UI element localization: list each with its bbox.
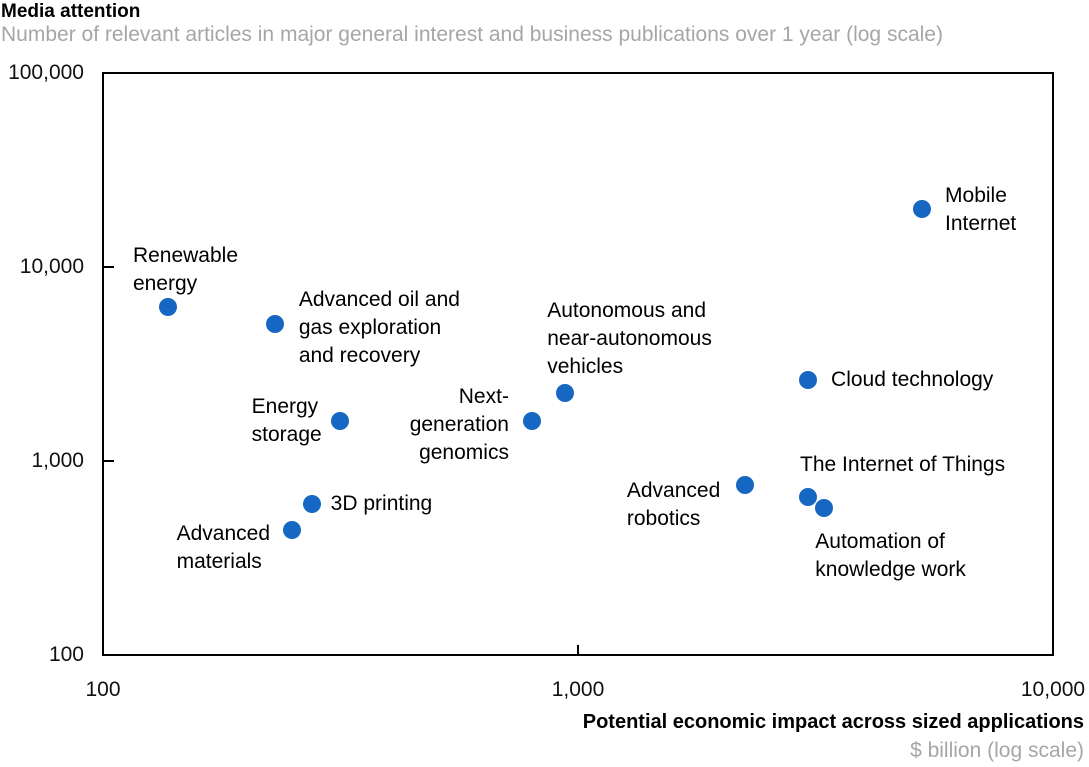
chart-subtitle: Number of relevant articles in major gen…: [1, 23, 943, 46]
data-point-label-automation-of-knowledge-work: Automation of knowledge work: [815, 528, 966, 584]
data-point-energy-storage: [330, 412, 349, 431]
data-point-label-renewable-energy: Renewable energy: [133, 242, 238, 298]
label-line: genomics: [419, 441, 509, 465]
data-point-the-internet-of-things: [799, 488, 818, 507]
label-line: and recovery: [298, 343, 421, 367]
x-tick-label: 100: [85, 678, 121, 701]
label-line: Advanced: [176, 522, 271, 546]
y-tick-label: 100,000: [8, 61, 84, 84]
data-point-mobile-internet: [913, 199, 932, 218]
chart-title: Media attention: [1, 1, 141, 22]
y-tick-label: 100: [48, 643, 84, 666]
x-tick-label: 1,000: [551, 678, 605, 701]
data-point-advanced-materials: [283, 521, 302, 540]
label-line: knowledge work: [815, 558, 966, 582]
y-tick-label: 1,000: [31, 449, 84, 472]
y-tick-mark: [104, 266, 114, 268]
label-line: materials: [176, 550, 262, 574]
label-line: Advanced oil and: [298, 287, 460, 311]
data-point-advanced-oil-and-gas-exploration-and-recovery: [265, 314, 284, 333]
label-line: Advanced: [626, 479, 721, 503]
plot-area: [102, 72, 1054, 656]
label-line: Energy: [251, 395, 319, 419]
x-tick-mark: [577, 645, 579, 655]
y-tick-label: 10,000: [19, 255, 84, 278]
data-point-next-generation-genomics: [522, 412, 541, 431]
label-line: Autonomous and: [547, 298, 707, 322]
data-point-advanced-robotics: [736, 476, 755, 495]
label-line: energy: [132, 272, 198, 296]
data-point-cloud-technology: [799, 371, 818, 390]
data-point-autonomous-and-near-autonomous-vehicles: [556, 383, 575, 402]
x-tick-label: 10,000: [1020, 678, 1086, 701]
data-point-renewable-energy: [158, 298, 177, 317]
data-point-label-cloud-technology: Cloud technology: [831, 366, 993, 394]
data-point-label-advanced-materials: Advanced materials: [177, 520, 270, 576]
label-line: Mobile: [945, 183, 1007, 207]
label-line: Automation of: [815, 530, 945, 554]
x-axis-unit-label: $ billion (log scale): [910, 739, 1084, 762]
label-line: 3D printing: [330, 492, 433, 516]
label-line: generation: [409, 413, 509, 437]
label-line: Renewable: [132, 244, 239, 268]
label-line: Cloud technology: [831, 368, 994, 392]
label-line: The Internet of Things: [800, 453, 1006, 477]
label-line: vehicles: [547, 354, 624, 378]
data-point-label-autonomous-and-near-autonomous-vehicles: Autonomous and near-autonomous vehicles: [547, 297, 712, 381]
label-line: storage: [251, 423, 322, 447]
data-point-label-the-internet-of-things: The Internet of Things: [800, 451, 1005, 479]
data-point-label-advanced-oil-and-gas-exploration-and-recovery: Advanced oil and gas exploration and recov…: [299, 286, 460, 370]
data-point-label-3d-printing: 3D printing: [331, 490, 433, 518]
data-point-label-next-generation-genomics: Next-generation genomics: [410, 383, 509, 467]
data-point-3d-printing: [302, 495, 321, 514]
label-line: gas exploration: [298, 315, 442, 339]
label-line: robotics: [626, 507, 701, 531]
data-point-label-advanced-robotics: Advanced robotics: [627, 477, 720, 533]
data-point-label-mobile-internet: Mobile Internet: [945, 182, 1016, 238]
label-line: Next-: [458, 385, 509, 409]
label-line: Internet: [945, 211, 1017, 235]
label-line: near-autonomous: [547, 326, 712, 350]
data-point-automation-of-knowledge-work: [815, 499, 834, 518]
y-tick-mark: [104, 460, 114, 462]
data-point-label-energy-storage: Energy storage: [252, 393, 322, 449]
x-axis-title: Potential economic impact across sized a…: [582, 711, 1084, 733]
